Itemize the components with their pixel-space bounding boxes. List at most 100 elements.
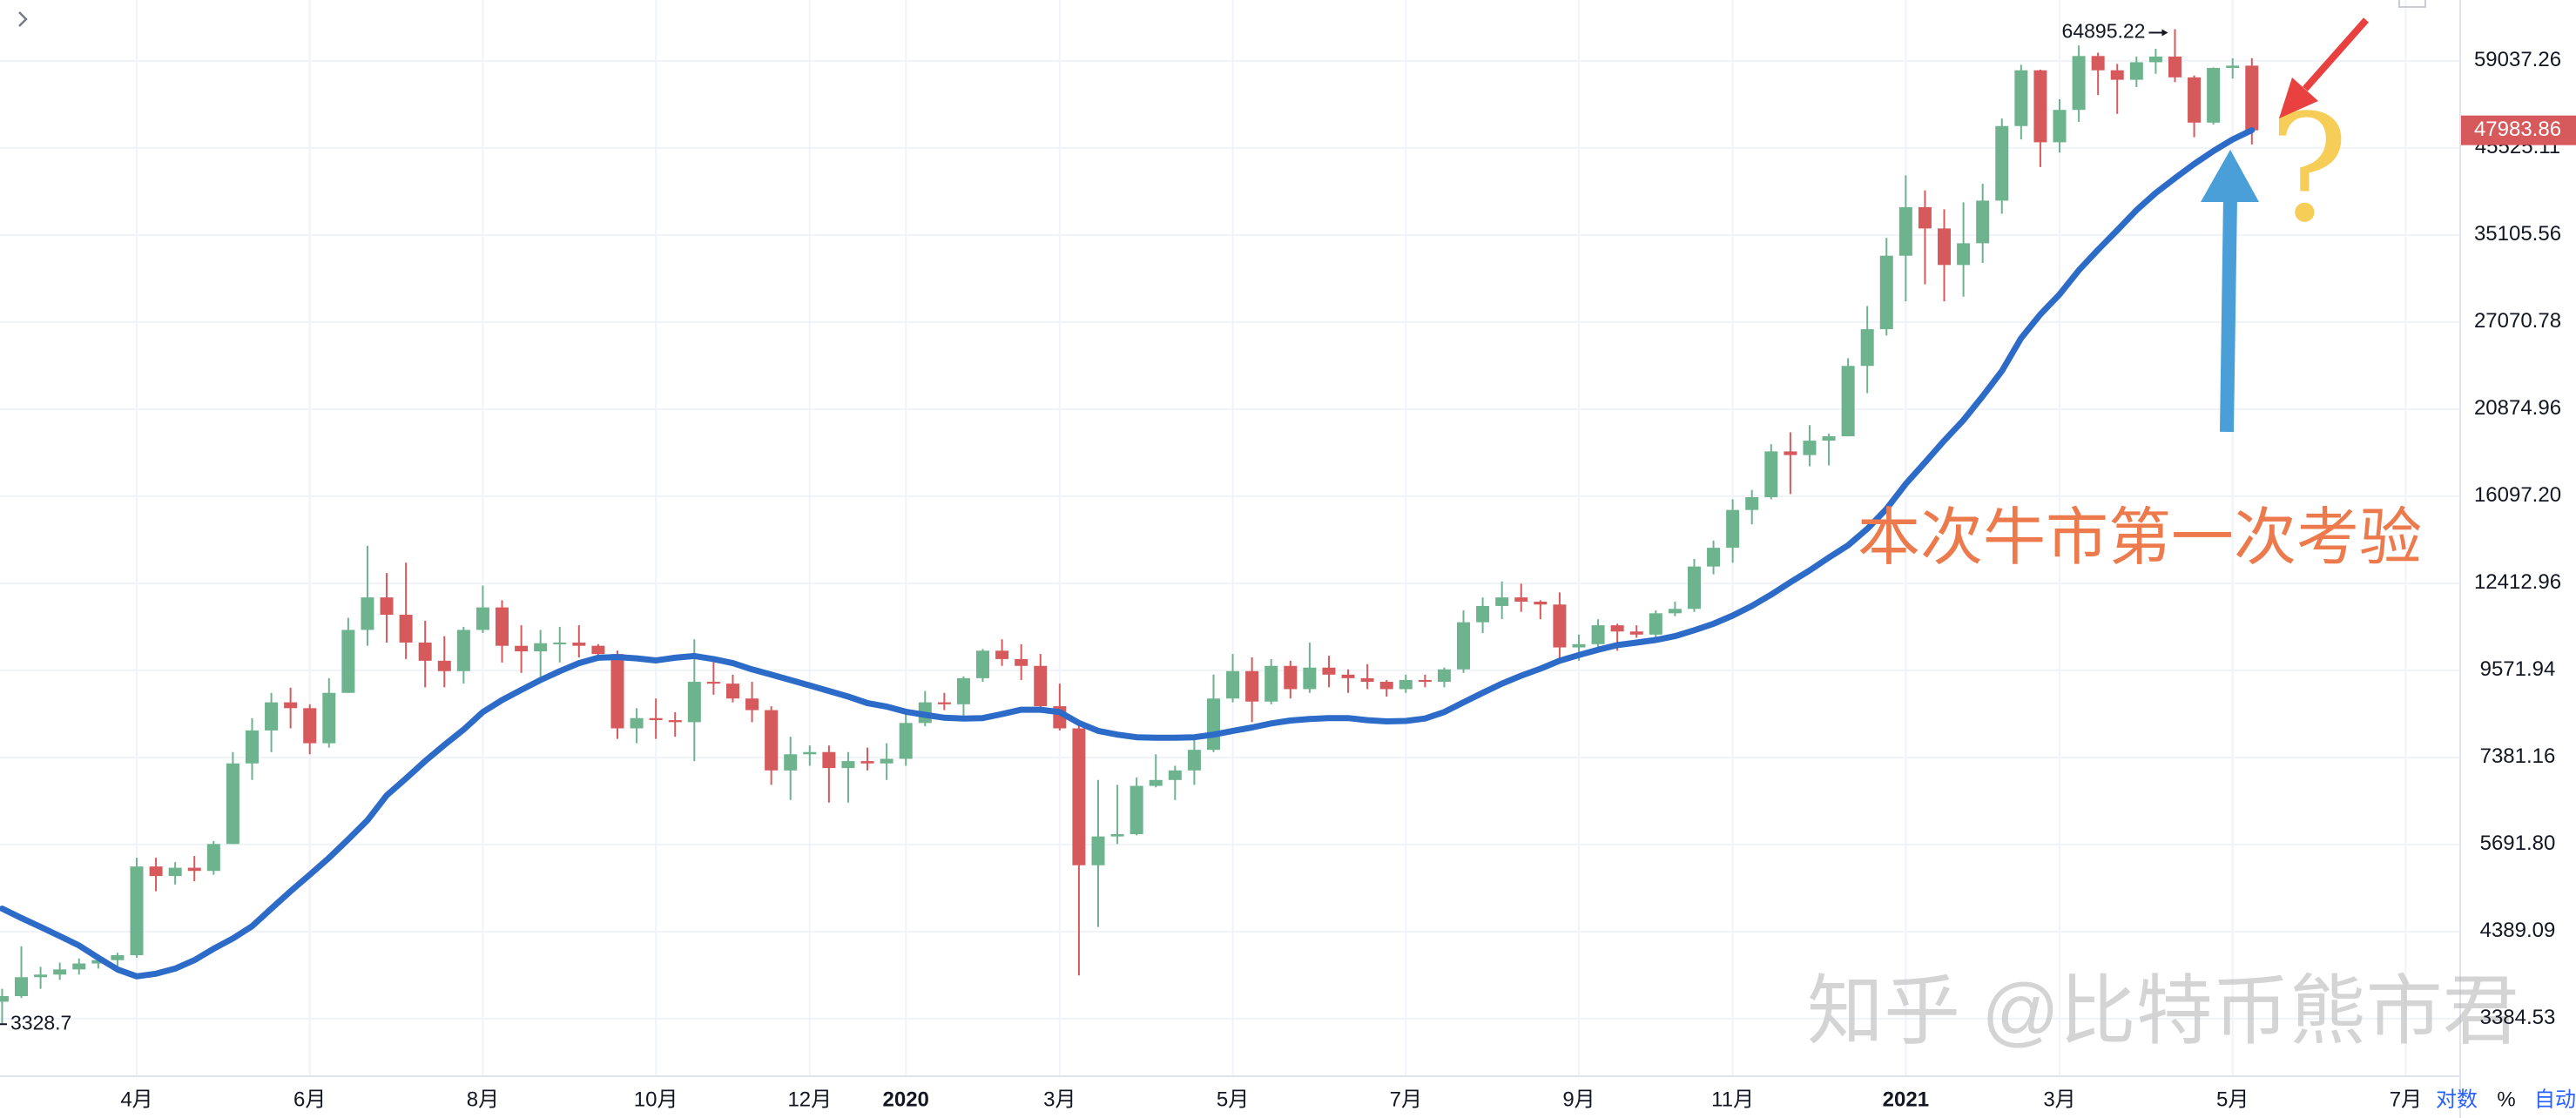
- y-tick-label: 4389.09: [2480, 919, 2556, 942]
- candle-body: [2168, 56, 2182, 77]
- x-tick-label: 3月: [2043, 1088, 2075, 1111]
- candle-body: [15, 977, 29, 996]
- scale-control[interactable]: 对数: [2436, 1088, 2478, 1111]
- candle-body: [1264, 665, 1278, 702]
- x-tick-label: 5月: [1217, 1088, 1249, 1111]
- x-tick-label: 7月: [1390, 1088, 1422, 1111]
- scale-control[interactable]: 自动: [2534, 1088, 2576, 1111]
- x-tick-label: 7月: [2390, 1088, 2422, 1111]
- candle-body: [1668, 609, 1682, 614]
- candle-body: [2110, 70, 2124, 80]
- candle-body: [1610, 625, 1624, 632]
- blue-arrow-shaft: [2220, 196, 2237, 433]
- blue-arrow: [2201, 150, 2259, 433]
- candle-body: [822, 751, 836, 769]
- candle-body: [284, 702, 298, 709]
- candle-body: [1938, 228, 1952, 266]
- candle-body: [1015, 658, 1028, 666]
- candle-body: [1879, 255, 1893, 330]
- candle-body: [1572, 643, 1586, 648]
- candle-body: [1168, 770, 1182, 780]
- candle-body: [1726, 509, 1740, 549]
- candle-body: [1245, 670, 1259, 702]
- candle-body: [187, 867, 201, 872]
- y-tick-label: 9571.94: [2480, 657, 2556, 681]
- candle-body: [380, 597, 394, 616]
- candle-body: [1803, 441, 1817, 455]
- candle-body: [668, 720, 682, 723]
- candle-body: [1034, 665, 1048, 707]
- candle-body: [1476, 605, 1490, 623]
- scale-control[interactable]: %: [2497, 1088, 2515, 1111]
- candle-body: [725, 684, 739, 699]
- y-tick-label: 3384.53: [2480, 1006, 2556, 1029]
- candle-body: [1745, 497, 1759, 510]
- candle-body: [1149, 779, 1163, 786]
- y-tick-label: 5691.80: [2480, 832, 2556, 855]
- x-tick-label: 8月: [467, 1088, 499, 1111]
- candle-body: [784, 754, 798, 771]
- candle-body: [1187, 750, 1201, 771]
- candle-body: [1957, 243, 1971, 266]
- candle-body: [0, 995, 9, 1002]
- x-tick-label: 3月: [1043, 1088, 1076, 1111]
- candle-body: [2129, 62, 2143, 80]
- candle-body: [1707, 548, 1721, 567]
- candle-body: [2091, 56, 2105, 71]
- x-tick-label: 9月: [1562, 1088, 1595, 1111]
- candle-body: [226, 763, 239, 845]
- top-control[interactable]: [2398, 0, 2426, 8]
- candle-body: [1360, 677, 1374, 683]
- x-tick-label: 11月: [1711, 1088, 1754, 1111]
- candle-body: [706, 682, 720, 684]
- x-tick-label: 12月: [787, 1088, 832, 1111]
- candle-body: [1341, 674, 1355, 678]
- red-arrow-head: [2279, 77, 2318, 118]
- red-arrow: [2279, 17, 2369, 118]
- candle-body: [456, 630, 470, 671]
- high-label: 64895.22: [2062, 20, 2146, 43]
- candle-body: [399, 615, 413, 643]
- candle-body: [899, 723, 913, 759]
- high-pointer-head: [2161, 29, 2168, 37]
- candle-body: [591, 645, 605, 655]
- plot-area: [0, 29, 2259, 1025]
- candle-body: [130, 866, 144, 956]
- candle-body: [630, 717, 644, 729]
- candle-body: [572, 642, 586, 646]
- candle-body: [265, 702, 279, 731]
- candle-body: [976, 650, 990, 678]
- candle-body: [841, 761, 855, 769]
- x-tick-label: 2021: [1883, 1088, 1929, 1111]
- candle-body: [1784, 451, 1797, 455]
- candle-body: [437, 660, 451, 671]
- candle-body: [1226, 670, 1240, 699]
- candle-body: [880, 758, 894, 764]
- candle-body: [322, 692, 336, 744]
- last-price-label: 47983.86: [2474, 118, 2561, 141]
- candle-body: [649, 717, 663, 721]
- candle-body: [2148, 56, 2162, 63]
- candle-body: [1591, 625, 1605, 644]
- candle-body: [53, 969, 67, 975]
- candle-body: [2188, 77, 2202, 123]
- candle-body: [1091, 836, 1105, 865]
- x-tick-label: 10月: [634, 1088, 678, 1111]
- candle-body: [515, 645, 529, 652]
- low-label: 3328.7: [10, 1011, 71, 1034]
- candle-body: [1629, 631, 1643, 635]
- candle-body: [610, 654, 624, 729]
- grid: [0, 0, 2460, 1076]
- y-tick-label: 7381.16: [2480, 744, 2556, 768]
- x-tick-label: 4月: [120, 1088, 152, 1111]
- candle-body: [1303, 667, 1317, 690]
- question-mark: ?: [2269, 83, 2348, 255]
- candle-body: [1822, 436, 1836, 441]
- collapse-icon[interactable]: [18, 11, 28, 27]
- last-price-tag: [2461, 115, 2576, 145]
- candle-body: [2033, 70, 2047, 143]
- candle-body: [765, 710, 779, 771]
- candle-body: [2072, 56, 2086, 111]
